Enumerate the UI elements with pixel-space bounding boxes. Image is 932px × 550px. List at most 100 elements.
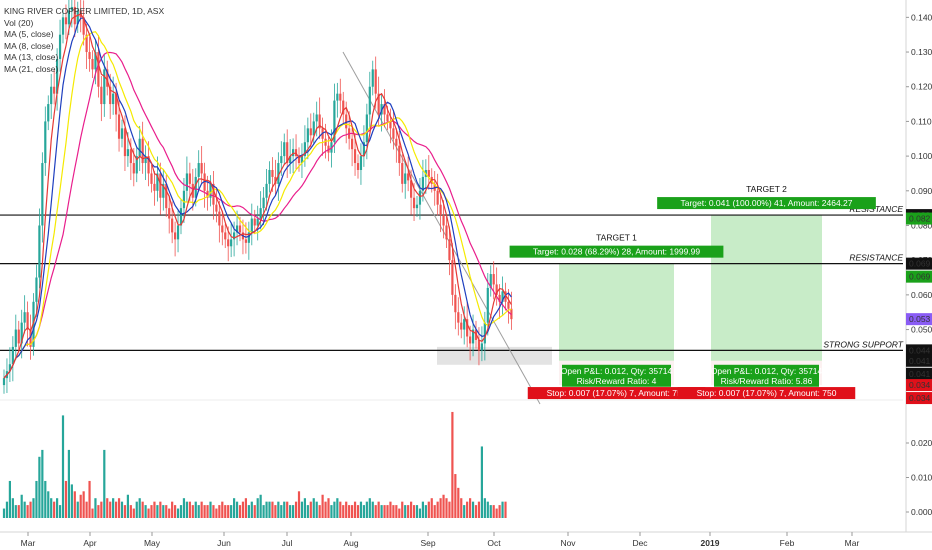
candle-body	[383, 104, 386, 115]
legend-ma8: MA (8, close)	[4, 40, 54, 51]
candle-body	[147, 156, 150, 174]
candle-body	[407, 173, 410, 181]
volume-bar	[224, 505, 227, 518]
candle-body	[109, 86, 112, 105]
time-tick-label: Mar	[845, 538, 860, 548]
target-label-text: Target: 0.041 (100.00%) 41, Amount: 2464…	[680, 198, 852, 208]
price-tick-label: 0.130	[911, 47, 932, 57]
candle-body	[445, 225, 448, 240]
candle-body	[486, 287, 489, 323]
volume-bar	[489, 505, 492, 518]
candle-body	[141, 138, 144, 164]
volume-bar	[309, 501, 312, 518]
candle-body	[501, 291, 504, 302]
candle-body	[410, 180, 413, 198]
legend-ma21: MA (21, close)	[4, 63, 59, 74]
candle-body	[47, 104, 50, 122]
candle-body	[50, 86, 53, 105]
price-tag-bg	[906, 354, 932, 367]
price-tag-text: 0.069	[909, 259, 931, 269]
volume-bar	[333, 501, 336, 518]
volume-bar	[5, 501, 9, 518]
volume-bar	[123, 505, 127, 518]
volume-bar	[410, 501, 413, 518]
candle-body	[112, 93, 115, 105]
candle-body	[174, 232, 177, 240]
volume-bar	[312, 498, 315, 518]
volume-bar	[8, 480, 11, 518]
volume-bar	[227, 505, 230, 518]
candle-body	[283, 142, 286, 157]
candle-body	[442, 215, 445, 226]
candle-body	[53, 86, 56, 94]
price-tick-label: 0.060	[911, 290, 932, 300]
price-tag-bg	[906, 212, 932, 225]
candle-body	[398, 145, 401, 164]
candle-body	[235, 225, 239, 233]
volume-bar	[233, 498, 236, 518]
price-tag-text: 0.034	[909, 380, 931, 390]
volume-bar	[351, 505, 354, 518]
candle-body	[218, 211, 221, 226]
volume-bar	[79, 494, 82, 518]
candle-body	[115, 93, 118, 115]
candle-body	[64, 17, 68, 25]
candle-body	[342, 100, 345, 115]
volume-bar	[120, 501, 124, 518]
volume-bar	[395, 505, 398, 518]
target-label-text: Target: 0.028 (68.29%) 28, Amount: 1999.…	[533, 247, 701, 257]
volume-bar	[356, 505, 360, 518]
candle-body	[477, 339, 481, 351]
candle-body	[17, 329, 20, 344]
candle-body	[176, 225, 180, 240]
volume-bar	[247, 505, 250, 518]
time-tick-label: Nov	[560, 538, 576, 548]
volume-bar	[359, 501, 363, 518]
volume-bar	[259, 494, 262, 518]
candle-body	[300, 156, 304, 164]
volume-bar	[162, 505, 165, 518]
target-label-bg	[509, 245, 724, 258]
candle-body	[401, 163, 404, 184]
volume-bar	[300, 501, 304, 518]
candle-body	[70, 6, 73, 11]
level-label: STRONG SUPPORT	[823, 339, 903, 349]
volume-bar	[215, 508, 218, 518]
volume-bar	[389, 501, 392, 518]
candle-body	[14, 329, 17, 347]
volume-bar	[451, 411, 454, 518]
price-tag-text: 0.069	[909, 272, 931, 282]
candle-body	[153, 183, 156, 191]
volume-bar	[436, 501, 439, 518]
volume-bar	[306, 505, 309, 518]
volume-bar	[415, 505, 419, 518]
candle-body	[76, 10, 79, 25]
price-tick-label: 0.140	[911, 12, 932, 22]
volume-bar	[58, 505, 62, 518]
candle-body	[271, 169, 274, 177]
volume-bar	[421, 501, 424, 518]
volume-bar	[327, 498, 330, 518]
volume-bar	[174, 505, 177, 518]
price-tick-label: 0.080	[911, 220, 932, 230]
candle-body	[457, 312, 460, 323]
candle-body	[165, 183, 168, 209]
volume-bar	[47, 491, 50, 518]
candle-body	[315, 114, 318, 122]
volume-bar	[117, 498, 121, 518]
candle-body	[365, 114, 368, 143]
candle-body	[197, 163, 200, 177]
volume-bar	[171, 501, 174, 518]
candle-body	[144, 156, 147, 164]
candle-body	[463, 319, 466, 330]
candle-body	[123, 128, 127, 157]
candle-body	[61, 17, 65, 35]
candle-body	[215, 204, 218, 212]
level-label: RESISTANCE	[849, 204, 903, 214]
candle-body	[2, 378, 6, 386]
candle-body	[336, 93, 339, 101]
price-tick-label: 0.090	[911, 186, 932, 196]
candle-body	[377, 93, 380, 115]
candle-body	[392, 128, 395, 139]
